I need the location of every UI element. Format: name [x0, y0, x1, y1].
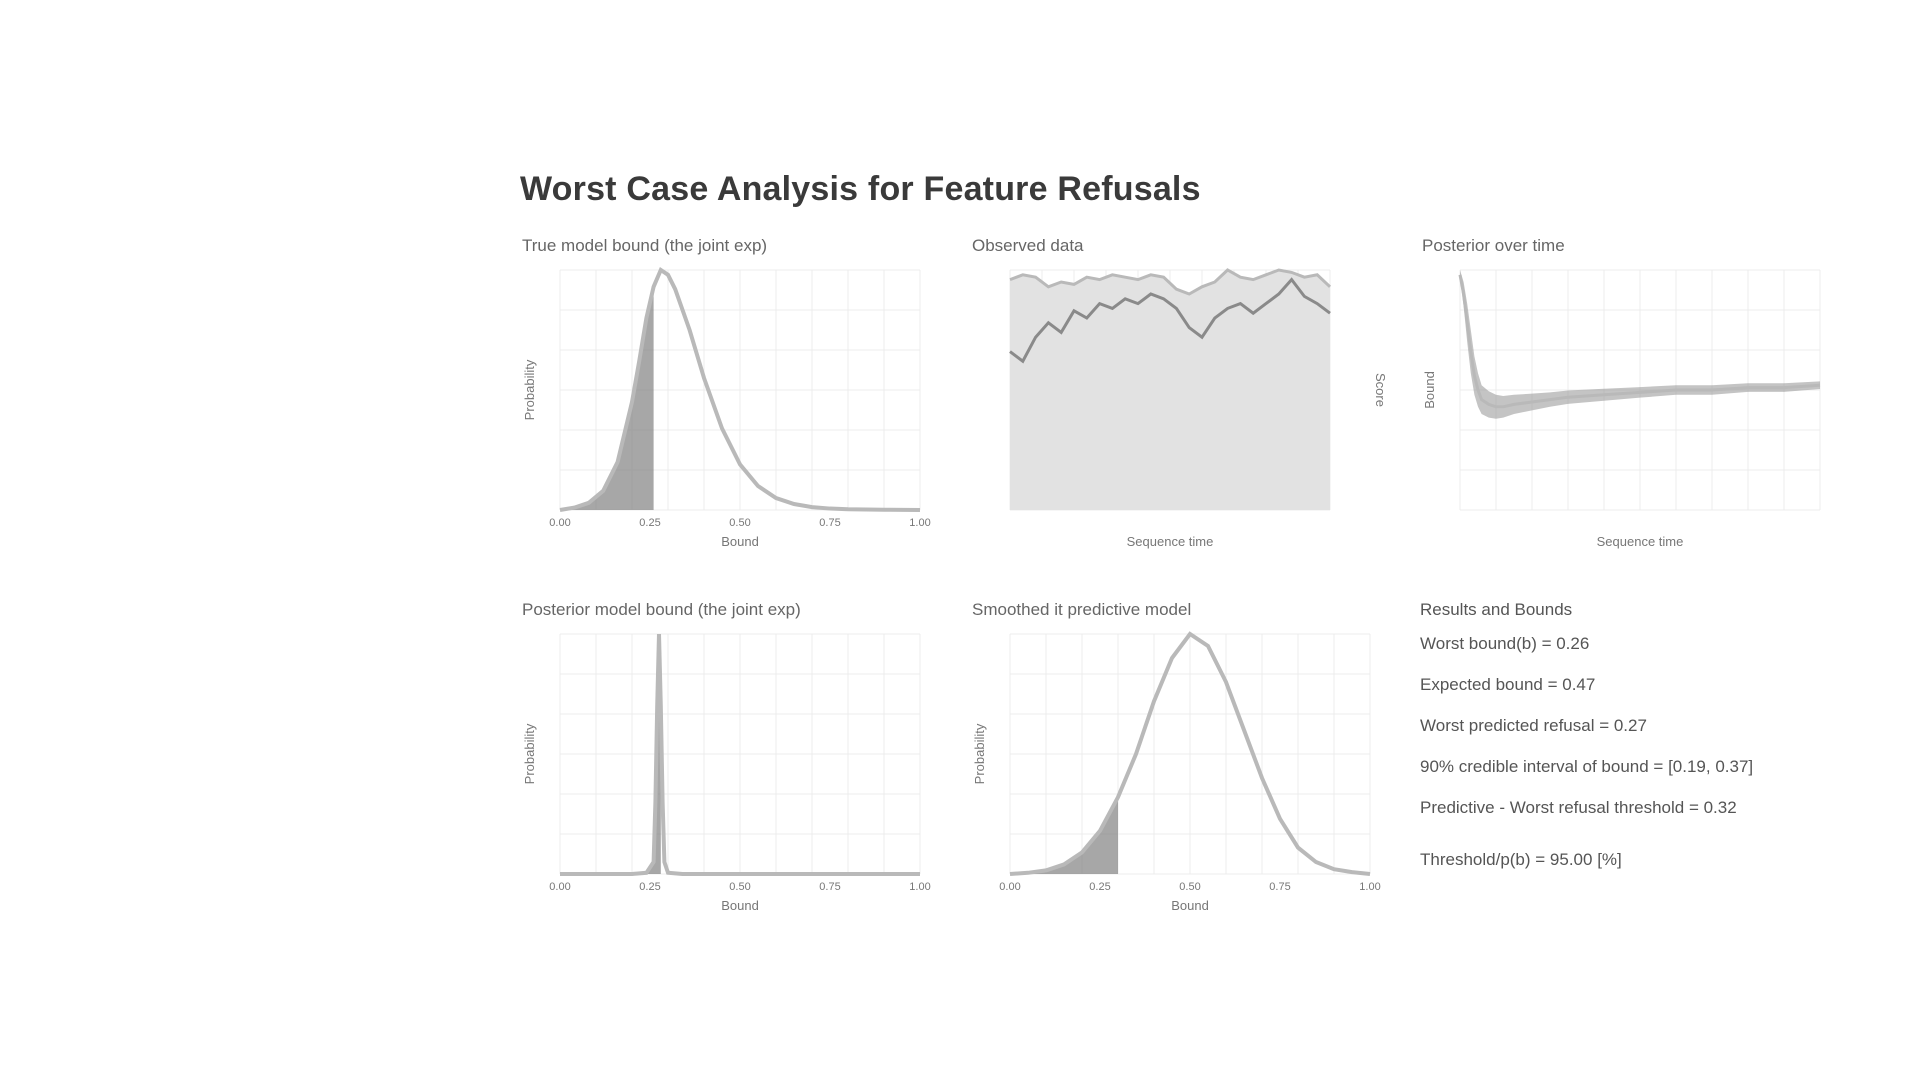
chart-title-4: Posterior model bound (the joint exp): [522, 600, 801, 619]
x-tick-label: 1.00: [1359, 881, 1380, 893]
x-tick-label: 1.00: [909, 517, 930, 529]
x-tick-label: 0.25: [639, 517, 660, 529]
shaded-tail-area: [560, 286, 654, 510]
density-curve: [560, 633, 920, 876]
result-row: 90% credible interval of bound = [0.19, …: [1420, 757, 1754, 776]
x-tick-label: 0.00: [999, 881, 1020, 893]
x-tick-label: 1.00: [909, 881, 930, 893]
chart-title-5: Smoothed it predictive model: [972, 600, 1192, 619]
result-row: Predictive - Worst refusal threshold = 0…: [1420, 798, 1737, 817]
figure-page: Worst Case Analysis for Feature Refusals…: [520, 160, 1830, 920]
x-tick-label: 0.00: [549, 517, 570, 529]
figure-title: Worst Case Analysis for Feature Refusals: [520, 170, 1201, 208]
result-row: Worst predicted refusal = 0.27: [1420, 716, 1647, 735]
x-axis-label: Sequence time: [1597, 534, 1684, 549]
y2-axis-label: Score: [1373, 373, 1388, 407]
threshold-line: Threshold/p(b) = 95.00 [%]: [1420, 850, 1622, 869]
density-curve: [559, 267, 921, 512]
chart-panel-5: Smoothed it predictive model 0.00 0.25 0.5…: [970, 600, 1390, 930]
x-tick-label: 0.50: [729, 517, 750, 529]
x-tick-label: 0.75: [1269, 881, 1290, 893]
chart-title-2: Observed data: [972, 236, 1084, 255]
density-curve: [1009, 631, 1371, 876]
lower-line: [1009, 277, 1331, 364]
chart-3: Sequence time Bound: [1422, 269, 1821, 549]
x-tick-label: 0.00: [549, 881, 570, 893]
chart-panel-2: Observed data Sequence time Score: [970, 236, 1390, 566]
results-panel: Results and Bounds Worst bound(b) = 0.26…: [1420, 600, 1830, 891]
result-row: Expected bound = 0.47: [1420, 675, 1596, 694]
chart-panel-1: True model bound (the joint exp) 0.00 0.2…: [520, 236, 940, 566]
y-axis-label: Bound: [1422, 371, 1437, 409]
x-tick-label: 0.50: [1179, 881, 1200, 893]
x-axis-label: Bound: [721, 534, 759, 549]
x-axis-label: Sequence time: [1127, 534, 1214, 549]
x-axis-label: Bound: [1171, 898, 1209, 913]
chart-panel-3: Posterior over time Sequence time Bound: [1420, 236, 1840, 566]
credible-band: [1460, 270, 1820, 419]
shaded-tail-area: [1010, 797, 1118, 874]
x-tick-label: 0.50: [729, 881, 750, 893]
y-axis-label: Probability: [522, 723, 537, 784]
x-tick-label: 0.25: [639, 881, 660, 893]
observed-area: [1010, 270, 1330, 510]
result-row: Worst bound(b) = 0.26: [1420, 634, 1590, 653]
chart-5: 0.00 0.25 0.50 0.75 1.00 Bound Probability: [972, 631, 1381, 913]
y-axis-label: Probability: [972, 723, 987, 784]
x-tick-label: 0.75: [819, 881, 840, 893]
chart-1: 0.00 0.25 0.50 0.75 1.00 Bound Probability: [522, 267, 931, 549]
chart-4: 0.00 0.25 0.50 0.75 1.00 Bound Probability: [522, 633, 931, 913]
results-heading: Results and Bounds: [1420, 600, 1573, 619]
chart-title-1: True model bound (the joint exp): [522, 236, 768, 255]
chart-panel-4: Posterior model bound (the joint exp) 0.…: [520, 600, 940, 930]
upper-line: [1009, 268, 1332, 296]
posterior-mean-line: [1458, 274, 1821, 409]
y-axis-label: Probability: [522, 359, 537, 420]
chart-title-3: Posterior over time: [1422, 236, 1565, 255]
x-axis-label: Bound: [721, 898, 759, 913]
x-tick-label: 0.25: [1089, 881, 1110, 893]
x-tick-label: 0.75: [819, 517, 840, 529]
chart-2: Sequence time Score: [1009, 268, 1388, 549]
